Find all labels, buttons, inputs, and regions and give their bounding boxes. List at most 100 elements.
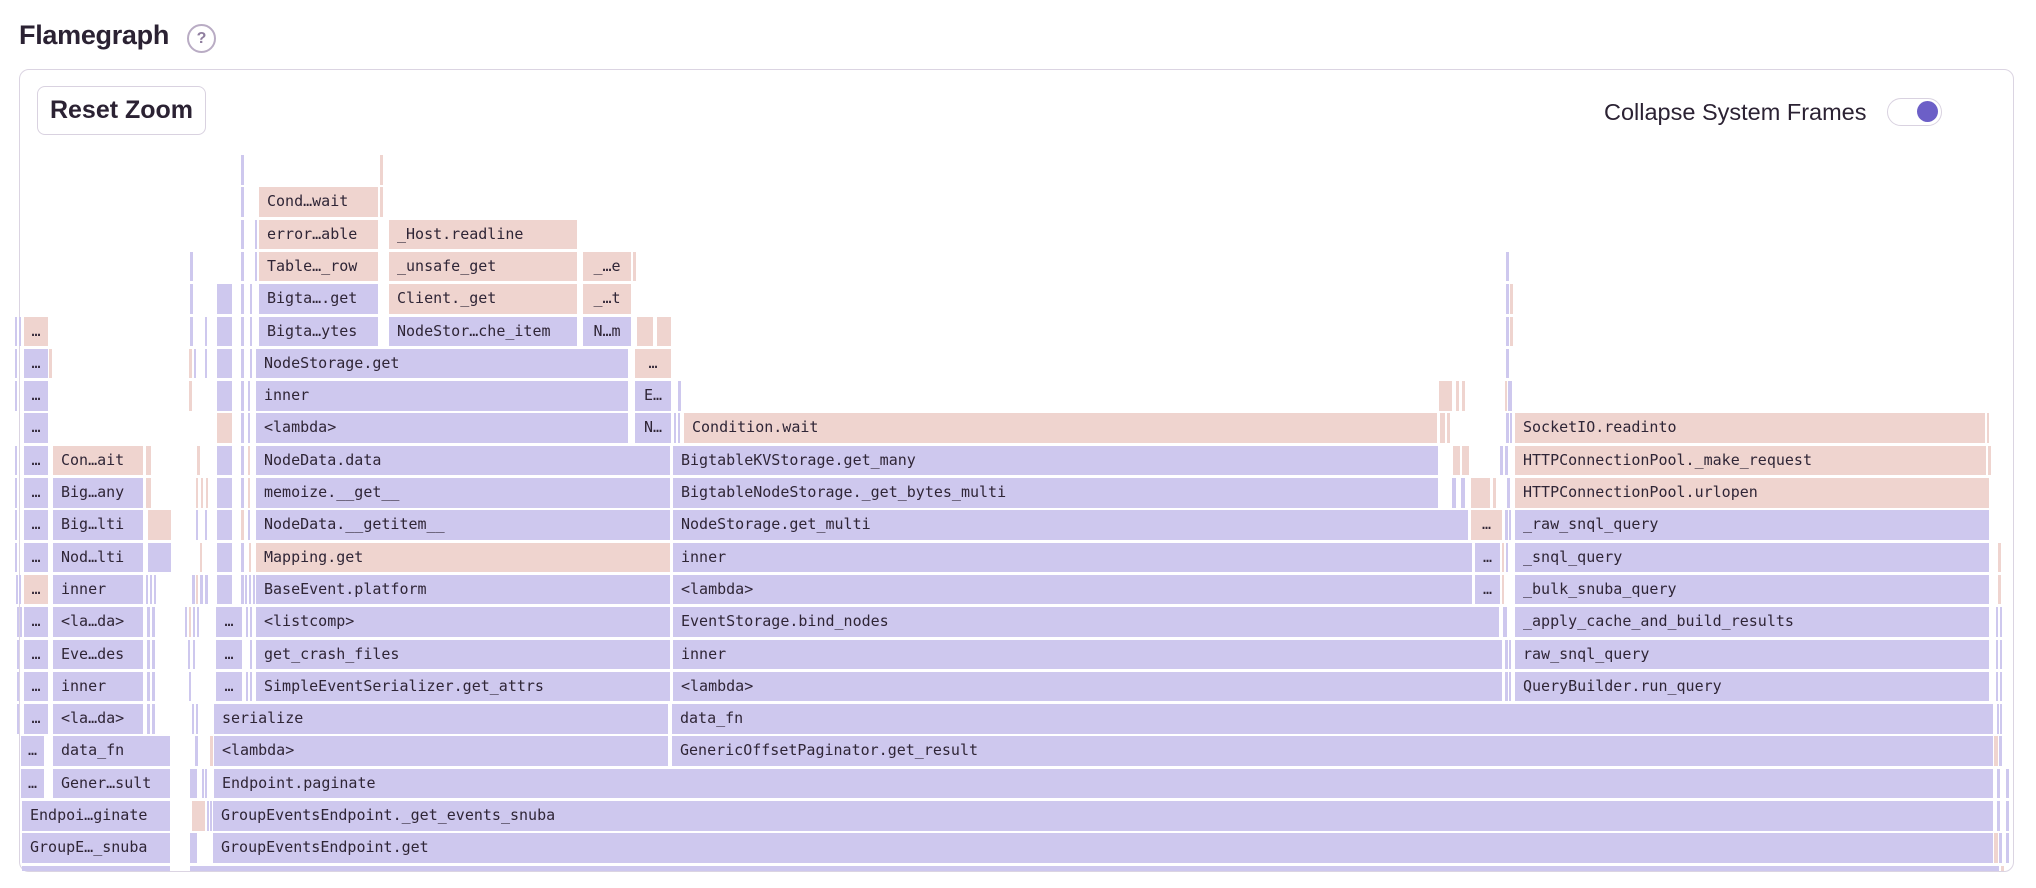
- flame-frame-sliver[interactable]: [1439, 381, 1452, 411]
- flame-frame-sliver[interactable]: [241, 510, 244, 540]
- flame-frame-sliver[interactable]: [255, 251, 257, 282]
- flame-frame-sliver[interactable]: [241, 284, 244, 314]
- flame-frame-sliver[interactable]: [241, 348, 244, 379]
- flame-frame-sliver[interactable]: [2000, 704, 2002, 734]
- flame-frame[interactable]: N…m: [583, 316, 631, 346]
- flame-frame[interactable]: …: [24, 445, 48, 476]
- flame-frame-sliver[interactable]: [2000, 607, 2002, 637]
- flame-frame-sliver[interactable]: [15, 445, 17, 476]
- flame-frame[interactable]: …: [24, 381, 48, 411]
- flame-frame-sliver[interactable]: [1987, 413, 1989, 443]
- flame-frame[interactable]: NodeStorage.get_multi: [673, 510, 1468, 540]
- flame-frame-sliver[interactable]: [49, 348, 52, 379]
- flame-frame-sliver[interactable]: [192, 801, 205, 831]
- flame-frame-sliver[interactable]: [217, 348, 232, 379]
- flame-frame[interactable]: data_fn: [53, 736, 170, 766]
- flame-frame[interactable]: SocketIO.readinto: [1515, 413, 1985, 443]
- help-icon[interactable]: ?: [187, 24, 216, 53]
- flame-frame-sliver[interactable]: [1996, 607, 1998, 637]
- flame-frame[interactable]: memoize.__get__: [256, 478, 670, 508]
- flame-frame[interactable]: QueryBuilder.run_query: [1515, 671, 1989, 702]
- flame-frame-sliver[interactable]: [185, 607, 187, 637]
- flame-frame-sliver[interactable]: [249, 542, 251, 573]
- flame-frame-sliver[interactable]: [217, 445, 232, 476]
- flame-frame-sliver[interactable]: [241, 574, 244, 605]
- flame-frame[interactable]: Client._get: [389, 284, 577, 314]
- flame-frame[interactable]: _Host.readline: [389, 219, 577, 250]
- flame-frame-sliver[interactable]: [15, 478, 17, 508]
- flame-frame-sliver[interactable]: [20, 607, 22, 637]
- flame-frame[interactable]: <la…da>: [53, 607, 143, 637]
- flame-frame-sliver[interactable]: [241, 445, 244, 476]
- flame-frame-sliver[interactable]: [147, 639, 150, 669]
- flame-frame[interactable]: Gener…sult: [53, 768, 170, 799]
- flame-frame-sliver[interactable]: [154, 574, 156, 605]
- flame-frame-sliver[interactable]: [637, 316, 653, 346]
- flame-frame-sliver[interactable]: [1996, 639, 1998, 669]
- flame-frame-sliver[interactable]: [1508, 381, 1512, 411]
- flame-frame-sliver[interactable]: [17, 639, 19, 669]
- flame-frame[interactable]: serialize: [214, 704, 668, 734]
- flame-frame[interactable]: BigtableNodeStorage._get_bytes_multi: [673, 478, 1438, 508]
- flame-frame-sliver[interactable]: [148, 510, 171, 540]
- flame-frame-sliver[interactable]: [1996, 671, 1998, 702]
- flame-frame-sliver[interactable]: [674, 413, 676, 443]
- flame-frame-sliver[interactable]: [1503, 607, 1507, 637]
- flame-frame-sliver[interactable]: [148, 542, 171, 573]
- flame-frame-sliver[interactable]: [190, 251, 193, 282]
- flame-frame-sliver[interactable]: [217, 574, 232, 605]
- flame-frame-sliver[interactable]: [205, 574, 208, 605]
- flame-frame-sliver[interactable]: [1505, 381, 1507, 411]
- flame-frame-sliver[interactable]: [189, 348, 192, 379]
- flame-frame-sliver[interactable]: [1471, 478, 1490, 508]
- flame-frame-sliver[interactable]: [245, 574, 247, 605]
- flame-frame-sliver[interactable]: [246, 671, 248, 702]
- flame-frame-sliver[interactable]: [1506, 413, 1509, 443]
- flame-frame-sliver[interactable]: [1509, 671, 1511, 702]
- flame-frame-sliver[interactable]: [1505, 639, 1508, 669]
- flame-frame[interactable]: …: [24, 639, 48, 669]
- flame-frame[interactable]: Condition.wait: [684, 413, 1437, 443]
- flame-frame-sliver[interactable]: [1994, 736, 1998, 766]
- flame-frame-sliver[interactable]: [202, 768, 204, 799]
- flame-frame-sliver[interactable]: [197, 445, 200, 476]
- flame-frame[interactable]: E…: [635, 381, 671, 411]
- flame-frame-sliver[interactable]: [192, 574, 195, 605]
- flame-frame-sliver[interactable]: [1988, 445, 1991, 476]
- flame-frame-sliver[interactable]: [241, 219, 244, 250]
- flame-frame-sliver[interactable]: [17, 671, 19, 702]
- flame-frame-sliver[interactable]: [241, 478, 244, 508]
- flame-frame-sliver[interactable]: [1507, 478, 1510, 508]
- flame-frame[interactable]: Bigta….get: [259, 284, 378, 314]
- flame-frame-sliver[interactable]: [194, 348, 196, 379]
- flame-frame[interactable]: Mapping.get: [256, 542, 670, 573]
- flame-frame-sliver[interactable]: [1506, 251, 1509, 282]
- flame-frame-sliver[interactable]: [248, 478, 250, 508]
- flame-frame-sliver[interactable]: [217, 478, 232, 508]
- flame-frame-sliver[interactable]: [678, 413, 680, 443]
- flame-frame-sliver[interactable]: [1999, 736, 2002, 766]
- flame-frame-sliver[interactable]: [189, 671, 191, 702]
- flame-frame[interactable]: …: [21, 736, 44, 766]
- flame-frame-sliver[interactable]: [1998, 542, 2001, 573]
- flame-frame[interactable]: …: [216, 639, 242, 669]
- flame-frame[interactable]: Con…ait: [53, 445, 143, 476]
- flame-frame-sliver[interactable]: [205, 768, 207, 799]
- flame-frame-sliver[interactable]: [1509, 639, 1511, 669]
- flame-frame-sliver[interactable]: [197, 607, 199, 637]
- flame-frame-sliver[interactable]: [1506, 542, 1508, 573]
- flame-frame-sliver[interactable]: [255, 219, 257, 250]
- flame-frame-sliver[interactable]: [195, 736, 198, 766]
- flame-frame-sliver[interactable]: [1462, 381, 1465, 411]
- flame-frame[interactable]: NodeData.data: [256, 445, 670, 476]
- flame-frame-sliver[interactable]: [190, 833, 197, 863]
- flame-frame-sliver[interactable]: [16, 574, 18, 605]
- flame-frame-sliver[interactable]: [1997, 801, 2000, 831]
- flame-frame-sliver[interactable]: [150, 574, 152, 605]
- flame-frame[interactable]: …: [24, 542, 48, 573]
- flame-frame-sliver[interactable]: [152, 639, 155, 669]
- flame-frame-sliver[interactable]: [1453, 445, 1460, 476]
- flame-frame[interactable]: …: [24, 574, 48, 605]
- flame-frame-sliver[interactable]: [1502, 574, 1504, 605]
- flame-frame[interactable]: Table…_row: [259, 251, 378, 282]
